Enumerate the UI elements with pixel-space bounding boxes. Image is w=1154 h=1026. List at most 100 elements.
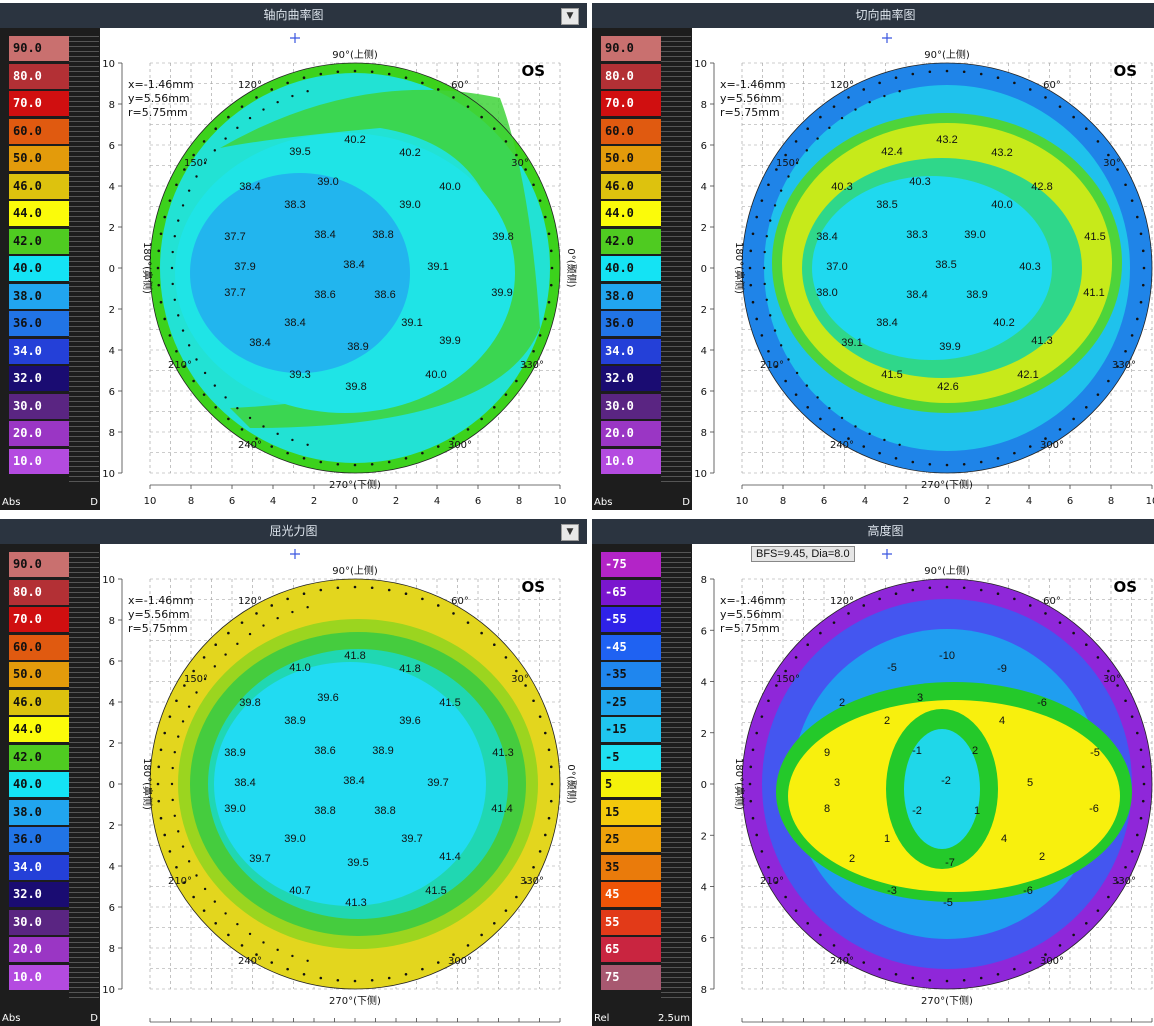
map-value: 39.8: [239, 697, 260, 709]
y-tick-label: 4: [701, 883, 707, 894]
map-value: 37.0: [826, 261, 847, 273]
map-value: 41.0: [289, 662, 310, 674]
angle-label: 210°: [168, 360, 192, 371]
cursor-crosshair: [882, 549, 892, 559]
y-tick-label: 0: [701, 264, 707, 275]
map-value: -9: [997, 663, 1007, 675]
map-value: 42.4: [881, 146, 902, 158]
map-value: 38.6: [314, 745, 335, 757]
map-value: 41.8: [344, 650, 365, 662]
topography-map[interactable]: 86420246890°(上侧)270°(下侧)180°(鼻侧)0°(颞侧)12…: [692, 544, 1154, 1026]
y-tick-label: 4: [109, 862, 115, 873]
x-tick-label: 4: [1026, 496, 1032, 507]
x-tick-label: 6: [1067, 496, 1073, 507]
map-value: 1: [884, 833, 890, 845]
eye-label: OS: [521, 578, 545, 596]
dropdown-arrow-icon[interactable]: ▼: [561, 524, 579, 541]
y-tick-label: 4: [109, 182, 115, 193]
cursor-y: y=5.56mm: [128, 92, 190, 105]
map-value: 39.5: [347, 857, 368, 869]
scale-step: -35: [601, 662, 661, 687]
map-value: 39.0: [964, 229, 985, 241]
cursor-x: x=-1.46mm: [720, 594, 786, 607]
cursor-y: y=5.56mm: [128, 608, 190, 621]
y-tick-label: 10: [102, 59, 115, 70]
y-tick-label: 8: [109, 100, 115, 111]
map-value: 41.5: [439, 697, 460, 709]
angle-label: 210°: [760, 876, 784, 887]
scale-step: 50.0: [601, 146, 661, 171]
angle-label: 120°: [830, 596, 854, 607]
bottom-orientation-label: 270°(下侧): [921, 994, 973, 1007]
scale-step: -75: [601, 552, 661, 577]
left-orientation-label: 180°(鼻侧): [733, 242, 746, 294]
y-tick-label: 2: [109, 305, 115, 316]
map-value: -6: [1089, 803, 1099, 815]
eye-label: OS: [1113, 62, 1137, 80]
top-orientation-label: 90°(上侧): [924, 48, 970, 61]
map-value: 38.4: [284, 317, 305, 329]
topography-map[interactable]: 10 8 6 4 2 0 2 4 6 8 10 10 8 6 4 2 0 2 4 6 8 10 90°(上侧) 270°(下侧…: [692, 28, 1154, 510]
right-orientation-label: 0°(颞侧): [565, 764, 578, 803]
cursor-x: x=-1.46mm: [128, 78, 194, 91]
scale-step: 46.0: [601, 174, 661, 199]
angle-label: 30°: [511, 158, 529, 169]
map-value: 38.4: [816, 231, 837, 243]
topography-map[interactable]: 10 8 6 4 2 0 2 4 6 8 10 90°(上侧) 270°(下侧) 180°(鼻侧) 0°(颞…: [100, 544, 587, 1026]
map-value: 2: [849, 853, 855, 865]
scale-step: 80.0: [601, 64, 661, 89]
map-value: 39.1: [841, 337, 862, 349]
cursor-crosshair: [882, 33, 892, 43]
map-value: 39.1: [401, 317, 422, 329]
left-orientation-label: 180°(鼻侧): [733, 758, 746, 810]
color-scale: 90.0 80.0 70.0 60.0 50.0 46.0 44.0 42.0 40.0 38.0…: [0, 544, 100, 1026]
scale-step: 30.0: [9, 910, 69, 935]
scale-step: -55: [601, 607, 661, 632]
angle-label: 60°: [451, 596, 469, 607]
scale-step: 70.0: [9, 607, 69, 632]
y-tick-label: 2: [701, 729, 707, 740]
map-value: 38.9: [966, 289, 987, 301]
map-value: 38.9: [347, 341, 368, 353]
angle-label: 60°: [1043, 80, 1061, 91]
map-value: 40.3: [831, 181, 852, 193]
bfs-label: BFS=9.45, Dia=8.0: [751, 546, 855, 562]
y-tick-label: 2: [109, 821, 115, 832]
map-value: 2: [1039, 851, 1045, 863]
x-tick-label: 0: [352, 496, 358, 507]
scale-step: 38.0: [601, 284, 661, 309]
map-value: 40.2: [399, 147, 420, 159]
topography-map[interactable]: 10 8 6 4 2 0 2 4 6 8 10 10 8 6 4 2 0 2 4 6 8 10 90°(上侧) 270°(下侧…: [100, 28, 587, 510]
y-tick-label: 8: [701, 985, 707, 996]
scale-ticks: [69, 36, 99, 486]
map-value: 40.3: [1019, 261, 1040, 273]
angle-label: 60°: [1043, 596, 1061, 607]
scale-step: 10.0: [9, 965, 69, 990]
angle-label: 30°: [1103, 674, 1121, 685]
map-value: 43.2: [936, 134, 957, 146]
scale-step: 70.0: [601, 91, 661, 116]
y-tick-label: 10: [102, 985, 115, 996]
scale-step: 20.0: [9, 937, 69, 962]
x-tick-label: 8: [1108, 496, 1114, 507]
scale-step: 50.0: [9, 662, 69, 687]
scale-step: 10.0: [601, 449, 661, 474]
map-value: 41.1: [1083, 287, 1104, 299]
y-tick-label: 8: [701, 100, 707, 111]
scale-step: 30.0: [601, 394, 661, 419]
scale-step: 32.0: [601, 366, 661, 391]
map-value: 39.0: [224, 803, 245, 815]
scale-step: 90.0: [601, 36, 661, 61]
scale-step: 44.0: [9, 201, 69, 226]
scale-step: 38.0: [9, 800, 69, 825]
dropdown-arrow-icon[interactable]: ▼: [561, 8, 579, 25]
scale-step: -25: [601, 690, 661, 715]
map-value: 9: [824, 747, 830, 759]
map-value: 39.3: [289, 369, 310, 381]
y-tick-label: 6: [109, 141, 115, 152]
scale-step: 80.0: [9, 580, 69, 605]
map-value: 39.8: [345, 381, 366, 393]
map-value: 39.6: [399, 715, 420, 727]
y-tick-label: 0: [109, 264, 115, 275]
y-tick-label: 10: [694, 59, 707, 70]
